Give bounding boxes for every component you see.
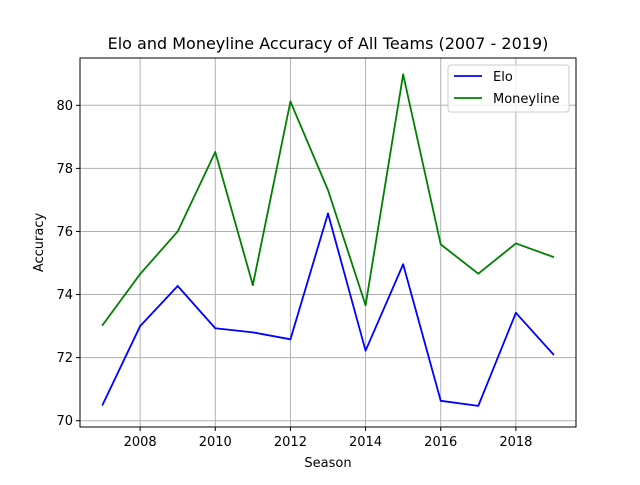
chart-title: Elo and Moneyline Accuracy of All Teams … [108,34,549,53]
x-tick-label: 2018 [499,435,532,450]
y-tick-label: 76 [56,225,73,240]
data-point-moneyline [364,304,367,307]
y-tick-label: 72 [56,351,73,366]
y-tick-label: 74 [56,288,73,303]
data-point-moneyline [327,189,329,192]
y-axis: 70 72 74 76 78 80 [56,99,80,429]
data-point-elo [251,331,254,334]
x-tick-label: 2010 [199,435,232,450]
data-point-elo [439,399,442,402]
data-point-moneyline [251,284,254,286]
data-point-elo [101,404,104,406]
x-tick-label: 2008 [124,435,157,450]
data-point-elo [552,353,555,356]
data-point-elo [402,263,405,266]
data-point-elo [477,404,480,407]
x-tick-label: 2016 [424,435,457,450]
data-point-moneyline [139,273,142,275]
data-point-elo [289,338,292,341]
data-point-moneyline [514,242,517,245]
x-axis-label: Season [304,456,351,471]
data-point-elo [214,327,217,330]
data-point-moneyline [289,100,292,103]
x-tick-label: 2012 [274,435,307,450]
data-point-moneyline [101,324,104,327]
data-point-moneyline [552,256,555,258]
data-point-elo [327,212,329,215]
legend: Elo Moneyline [447,64,570,113]
data-point-moneyline [402,73,405,76]
y-tick-label: 80 [56,99,73,114]
x-tick-label: 2014 [349,435,382,450]
grid-lines [80,58,576,427]
y-axis-label: Accuracy [32,213,47,273]
series-lines [101,73,555,407]
data-point-moneyline [214,151,217,153]
legend-label-moneyline: Moneyline [493,92,560,107]
x-axis: 2008 2010 2012 2014 2016 2018 [124,427,532,450]
legend-label-elo: Elo [493,70,513,85]
data-point-elo [176,285,179,287]
y-tick-label: 78 [56,162,73,177]
data-point-moneyline [176,230,179,233]
plot-frame [79,57,577,428]
data-point-moneyline [439,243,442,246]
data-point-moneyline [477,272,480,275]
data-point-elo [139,325,142,327]
data-point-elo [514,311,517,314]
data-point-elo [364,349,367,352]
y-tick-label: 70 [56,414,73,429]
